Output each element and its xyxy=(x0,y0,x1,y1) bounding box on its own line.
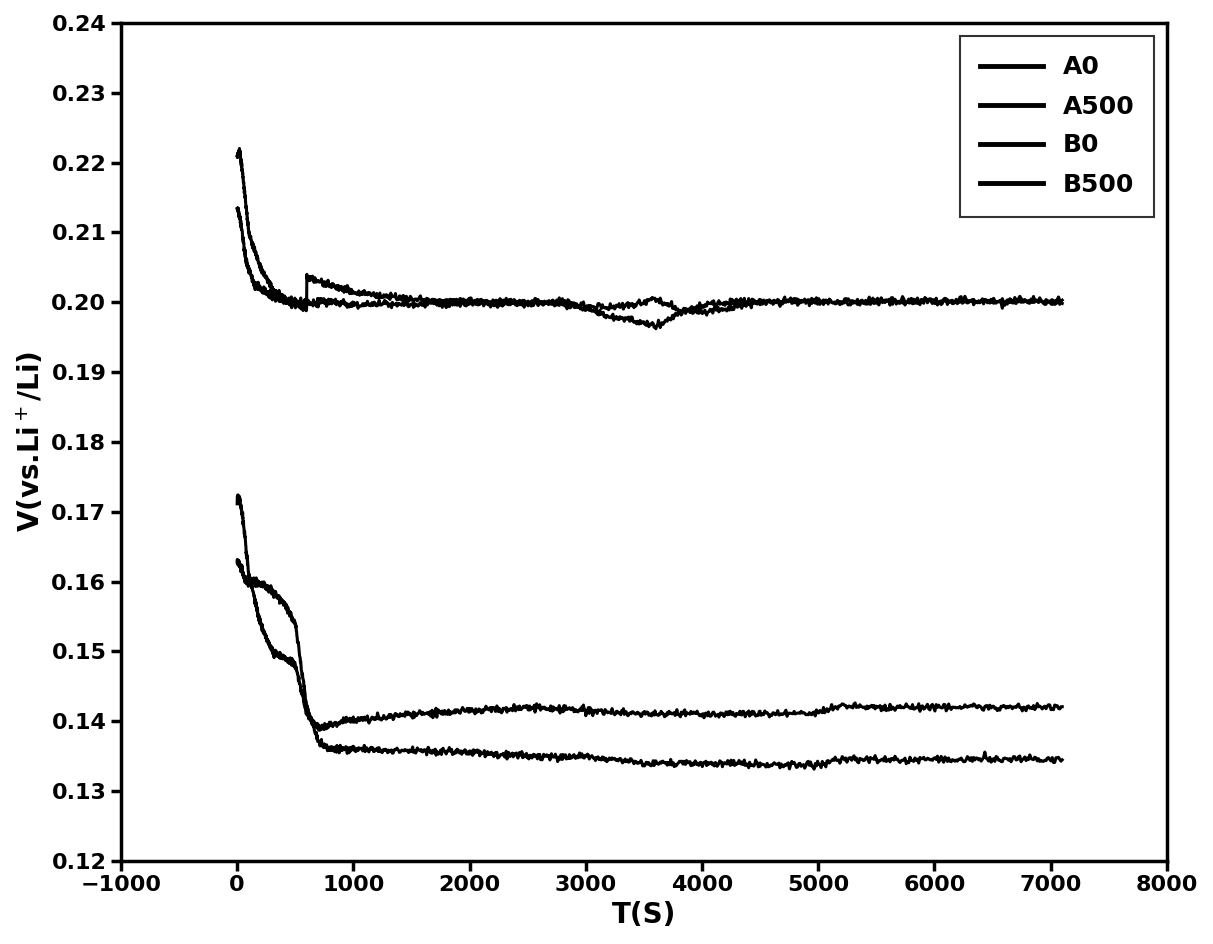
Legend: A0, A500, B0, B500: A0, A500, B0, B500 xyxy=(959,36,1155,216)
A0 xyxy=(1055,295,1070,306)
A500 xyxy=(577,304,592,315)
B0 xyxy=(668,708,683,719)
A500 xyxy=(631,318,645,329)
Line: B500: B500 xyxy=(238,560,1063,769)
B0 xyxy=(461,703,475,715)
B500 xyxy=(631,757,645,768)
B500 xyxy=(668,760,683,771)
Line: A0: A0 xyxy=(238,148,1063,315)
A0 xyxy=(668,300,683,312)
A0 xyxy=(577,303,592,314)
B500 xyxy=(577,750,592,761)
A0 xyxy=(668,304,683,315)
B500 xyxy=(668,759,683,770)
B500 xyxy=(460,747,474,758)
A500 xyxy=(1055,297,1070,309)
A0 xyxy=(460,297,474,309)
A500 xyxy=(230,202,245,213)
A0 xyxy=(230,150,245,161)
A500 xyxy=(649,323,664,334)
B0 xyxy=(230,498,245,510)
B0 xyxy=(670,704,684,716)
A0 xyxy=(631,296,645,308)
B0 xyxy=(1055,701,1070,713)
A500 xyxy=(730,298,745,310)
B500 xyxy=(230,554,245,565)
B0 xyxy=(632,707,647,718)
B0 xyxy=(730,708,745,719)
B500 xyxy=(230,556,245,567)
A500 xyxy=(670,308,684,319)
A500 xyxy=(668,310,683,321)
A500 xyxy=(460,296,474,308)
B500 xyxy=(807,764,821,775)
B500 xyxy=(1055,754,1070,766)
A0 xyxy=(730,301,745,312)
B0 xyxy=(313,724,328,735)
A0 xyxy=(700,310,714,321)
Line: A500: A500 xyxy=(238,208,1063,329)
B0 xyxy=(579,706,593,717)
A0 xyxy=(232,143,246,154)
Line: B0: B0 xyxy=(238,495,1063,730)
A500 xyxy=(230,203,245,214)
B0 xyxy=(230,489,245,500)
B500 xyxy=(729,759,744,770)
X-axis label: T(S): T(S) xyxy=(611,901,676,929)
Y-axis label: V(vs.Li$^+$/Li): V(vs.Li$^+$/Li) xyxy=(15,351,46,532)
